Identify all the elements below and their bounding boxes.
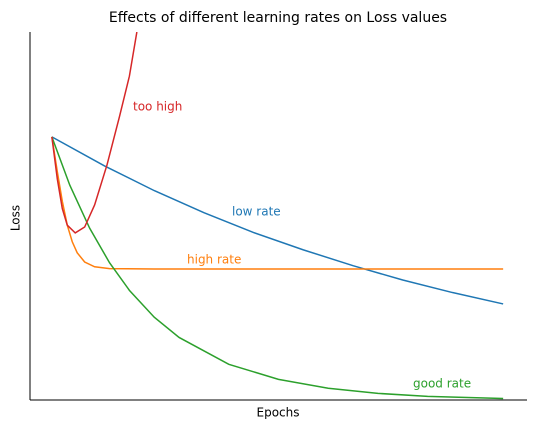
y-axis-label: Loss [9,205,23,231]
series-line [51,136,504,270]
series-label: good rate [413,377,471,391]
series-label: too high [133,100,182,114]
series-label: low rate [232,205,281,219]
x-axis-label: Epochs [257,406,300,420]
plot-area [51,32,504,400]
series-line [51,136,504,400]
series-line [51,136,504,305]
series-label: high rate [187,253,241,267]
series-line [51,32,138,234]
chart-title: Effects of different learning rates on L… [109,10,447,26]
